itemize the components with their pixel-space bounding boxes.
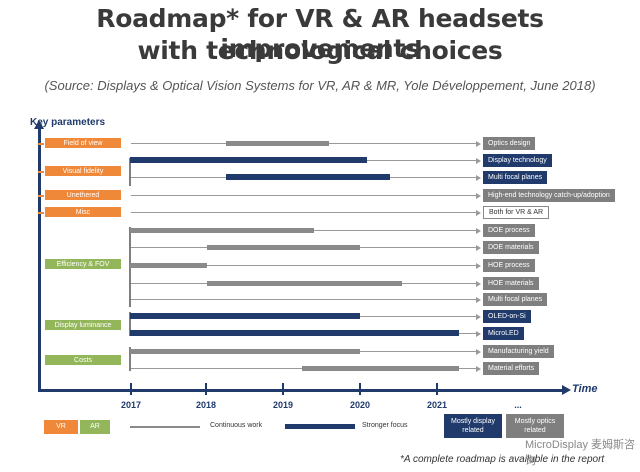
legend-continuous-label: Continuous work — [210, 422, 263, 429]
timeline-bar-stronger — [225, 174, 391, 180]
key-parameters-label: Key parameters — [30, 117, 106, 128]
year-label: 2019 — [272, 400, 294, 410]
param-costs: Costs — [44, 354, 122, 366]
year-label: ... — [514, 400, 522, 410]
time-label: Time — [572, 383, 598, 395]
row-tag: Multi focal planes — [483, 293, 548, 306]
timeline-bar-stronger — [130, 157, 368, 163]
row-guide-arrow — [476, 262, 481, 269]
source-caption: (Source: Displays & Optical Vision Syste… — [44, 78, 596, 93]
timeline-bar-continuous — [206, 281, 402, 286]
timeline-bar-continuous — [130, 349, 360, 354]
timeline-bar-stronger — [130, 313, 360, 319]
legend-continuous-line — [130, 426, 200, 428]
legend-optics-tag: Mostly optics related — [506, 414, 564, 438]
legend-vr: VR — [44, 420, 78, 434]
legend-optics-line2: related — [524, 427, 546, 434]
tick-2019 — [282, 383, 284, 395]
year-label: 2020 — [349, 400, 371, 410]
row-tag: MicroLED — [483, 327, 524, 340]
title-line-2: with technological choices — [137, 36, 503, 65]
param-connector — [38, 143, 46, 145]
group-bracket — [129, 158, 131, 186]
row-tag: Manufacturing yield — [483, 345, 554, 358]
row-tag: Display technology — [483, 154, 552, 167]
group-bracket — [129, 312, 131, 336]
group-bracket — [129, 347, 131, 371]
param-unethered: Unethered — [44, 189, 122, 201]
legend-optics-line1: Mostly optics — [514, 418, 556, 425]
row-guide-arrow — [476, 192, 481, 199]
row-tag: OLED-on-Si — [483, 310, 531, 323]
footnote: *A complete roadmap is available in the … — [400, 454, 605, 465]
timeline-bar-continuous — [302, 366, 459, 371]
tick-2018 — [205, 383, 207, 395]
row-guide-arrow — [476, 157, 481, 164]
legend-stronger-line — [285, 424, 355, 429]
row-guide-arrow — [476, 313, 481, 320]
row-guide-line — [131, 299, 476, 300]
row-guide-arrow — [476, 140, 481, 147]
row-guide-arrow — [476, 174, 481, 181]
time-axis-arrow — [562, 385, 571, 395]
legend-stronger-label: Stronger focus — [362, 422, 408, 429]
param-connector — [38, 212, 46, 214]
param-efficiency-fov: Efficiency & FOV — [44, 258, 122, 270]
row-guide-arrow — [476, 365, 481, 372]
timeline-bar-continuous — [130, 263, 207, 268]
legend-display-tag: Mostly display related — [444, 414, 502, 438]
row-tag: HOE process — [483, 259, 535, 272]
vertical-axis-arrow — [34, 120, 44, 129]
row-guide-arrow — [476, 280, 481, 287]
row-tag: DOE process — [483, 224, 535, 237]
row-guide-arrow — [476, 330, 481, 337]
row-guide-arrow — [476, 209, 481, 216]
vertical-axis — [38, 128, 41, 390]
legend-display-line1: Mostly display — [451, 418, 495, 425]
timeline-bar-continuous — [130, 228, 314, 233]
row-guide-arrow — [476, 348, 481, 355]
row-tag: Both for VR & AR — [483, 206, 550, 219]
row-tag: DOE materials — [483, 241, 539, 254]
tick-2020 — [359, 383, 361, 395]
row-guide-arrow — [476, 244, 481, 251]
param-misc: Misc — [44, 206, 122, 218]
row-guide-arrow — [476, 296, 481, 303]
title-line-1: Roadmap* for VR & AR headsets improvemen… — [96, 4, 544, 63]
timeline-bar-stronger — [130, 330, 459, 336]
param-connector — [38, 195, 46, 197]
param-connector — [38, 171, 46, 173]
row-guide-line — [131, 195, 476, 196]
tick-2017 — [130, 383, 132, 395]
row-tag: High-end technology catch-up/adoption — [483, 189, 615, 202]
row-tag: Optics design — [483, 137, 536, 150]
param-field-of-view: Field of view — [44, 137, 122, 149]
year-label: 2021 — [426, 400, 448, 410]
row-guide-line — [131, 212, 476, 213]
time-axis — [38, 389, 564, 392]
row-tag: HOE materials — [483, 277, 539, 290]
param-visual-fidelity: Visual fidelity — [44, 165, 122, 177]
tick-2021 — [436, 383, 438, 395]
year-label: 2018 — [195, 400, 217, 410]
param-display-luminance: Display luminance — [44, 319, 122, 331]
year-label: 2017 — [120, 400, 142, 410]
timeline-bar-continuous — [225, 141, 329, 146]
row-tag: Material efforts — [483, 362, 540, 375]
timeline-bar-continuous — [206, 245, 360, 250]
row-tag: Multi focal planes — [483, 171, 548, 184]
legend-display-line2: related — [462, 427, 484, 434]
legend-ar: AR — [80, 420, 110, 434]
watermark: MicroDisplay 麦姆斯咨询 — [525, 439, 636, 467]
row-guide-line — [131, 265, 476, 266]
row-guide-arrow — [476, 227, 481, 234]
